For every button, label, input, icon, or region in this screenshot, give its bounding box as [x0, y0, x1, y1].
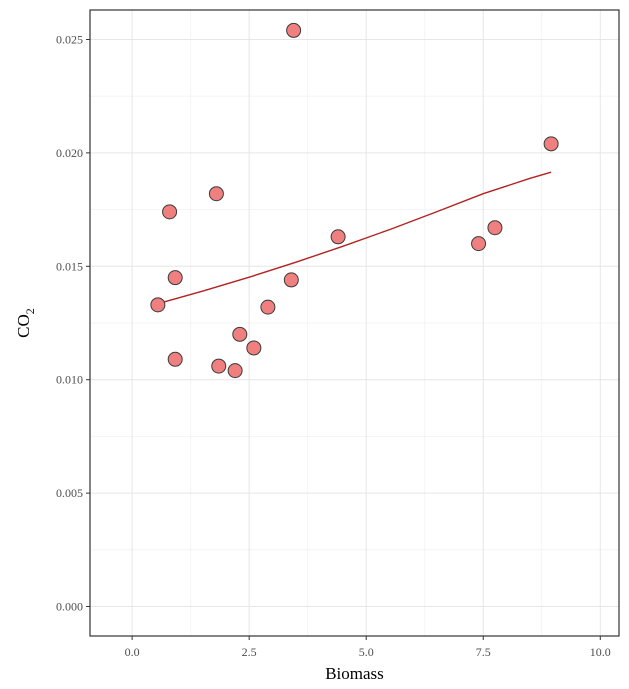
- x-tick-label: 7.5: [476, 645, 491, 659]
- y-axis-title-subscript: 2: [23, 308, 37, 314]
- x-tick-label: 10.0: [590, 645, 611, 659]
- y-tick-label: 0.025: [56, 32, 83, 46]
- y-axis-title-main: CO: [14, 314, 33, 338]
- data-point: [330, 229, 346, 245]
- x-tick-label: 2.5: [242, 645, 257, 659]
- y-tick-label: 0.005: [56, 486, 83, 500]
- data-point: [487, 220, 503, 236]
- y-axis-ticks: 0.000 0.005 0.010 0.015 0.020 0.025: [56, 32, 90, 614]
- data-point: [246, 340, 262, 356]
- fit-line: [157, 171, 552, 305]
- data-point: [167, 270, 183, 286]
- x-axis-title: Biomass: [325, 664, 384, 683]
- data-point: [286, 22, 302, 38]
- data-point: [283, 272, 299, 288]
- data-point: [162, 204, 178, 220]
- data-points: [150, 22, 559, 379]
- data-point: [211, 358, 227, 374]
- plot-border: [89, 9, 620, 637]
- y-tick-label: 0.010: [56, 373, 83, 387]
- fit-line-group: [157, 171, 552, 305]
- data-point: [232, 326, 248, 342]
- grid-major: [90, 10, 619, 636]
- y-axis-title: CO2: [14, 308, 37, 338]
- data-point: [471, 236, 487, 252]
- y-tick-label: 0.000: [56, 600, 83, 614]
- y-tick-label: 0.015: [56, 259, 83, 273]
- data-point: [227, 363, 243, 379]
- x-tick-label: 0.0: [125, 645, 140, 659]
- grid-minor: [90, 10, 619, 636]
- data-point: [150, 297, 166, 313]
- data-point: [167, 351, 183, 367]
- y-tick-label: 0.020: [56, 146, 83, 160]
- x-tick-label: 5.0: [359, 645, 374, 659]
- x-axis-ticks: 0.0 2.5 5.0 7.5 10.0: [125, 636, 611, 659]
- data-point: [543, 136, 559, 152]
- data-point: [208, 186, 224, 202]
- data-point: [260, 299, 276, 315]
